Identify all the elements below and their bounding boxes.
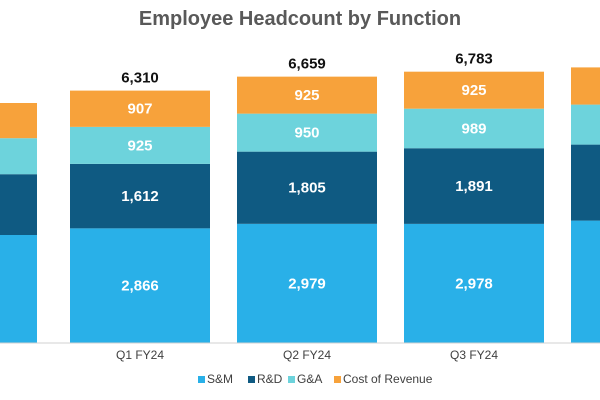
total-label-1: 6,310 <box>121 70 159 87</box>
legend-label-1: R&D <box>257 372 283 386</box>
data-label-1-2: 1,805 <box>288 180 326 197</box>
bar-cost-of-revenue-4 <box>571 67 600 105</box>
bar-s-m-1 <box>70 228 210 343</box>
data-label-2-2: 950 <box>294 125 319 142</box>
legend-label-0: S&M <box>207 372 233 386</box>
data-label-2-1: 925 <box>127 137 152 154</box>
data-label-0-1: 2,866 <box>121 278 159 295</box>
legend-swatch-0 <box>198 376 205 383</box>
total-label-3: 6,783 <box>455 51 493 68</box>
bar-r-d-4 <box>571 144 600 221</box>
chart-title: Employee Headcount by Function <box>139 8 461 30</box>
data-label-0-2: 2,979 <box>288 275 326 292</box>
bars-group <box>0 67 600 343</box>
bar-cost-of-revenue-1 <box>70 90 210 127</box>
bar-r-d-3 <box>404 148 544 224</box>
bar-s-m-0 <box>0 235 37 343</box>
x-ticks-group: Q1 FY24 Q2 FY24 Q3 FY24 <box>116 348 498 362</box>
data-label-1-3: 1,891 <box>455 178 493 195</box>
legend: S&M R&D G&A Cost of Revenue <box>198 372 433 386</box>
data-label-3-3: 925 <box>461 82 486 99</box>
bar-g-a-1 <box>70 126 210 164</box>
bar-g-a-0 <box>0 138 37 175</box>
labels-group: 2,866 1,612 925 907 6,310 2,979 1,805 950 925 6,6… <box>121 51 493 295</box>
bar-cost-of-revenue-0 <box>0 103 37 139</box>
bar-s-m-3 <box>404 223 544 343</box>
bar-s-m-4 <box>571 220 600 343</box>
bar-s-m-2 <box>237 223 377 343</box>
legend-swatch-1 <box>248 376 255 383</box>
bar-g-a-3 <box>404 108 544 149</box>
x-tick-label-1: Q1 FY24 <box>116 348 164 362</box>
bar-r-d-1 <box>70 163 210 229</box>
data-label-2-3: 989 <box>461 120 486 137</box>
bar-r-d-0 <box>0 174 37 235</box>
data-label-3-1: 907 <box>127 101 152 118</box>
x-tick-label-2: Q2 FY24 <box>283 348 331 362</box>
data-label-1-1: 1,612 <box>121 188 159 205</box>
data-label-0-3: 2,978 <box>455 275 493 292</box>
bar-g-a-2 <box>237 113 377 152</box>
total-label-2: 6,659 <box>288 56 326 73</box>
bar-r-d-2 <box>237 151 377 224</box>
legend-label-3: Cost of Revenue <box>343 372 433 386</box>
bar-cost-of-revenue-3 <box>404 71 544 109</box>
legend-label-2: G&A <box>297 372 322 386</box>
bar-g-a-4 <box>571 104 600 145</box>
legend-swatch-2 <box>288 376 295 383</box>
x-tick-label-3: Q3 FY24 <box>450 348 498 362</box>
data-label-3-2: 925 <box>294 87 319 104</box>
legend-swatch-3 <box>334 376 341 383</box>
bar-cost-of-revenue-2 <box>237 76 377 114</box>
